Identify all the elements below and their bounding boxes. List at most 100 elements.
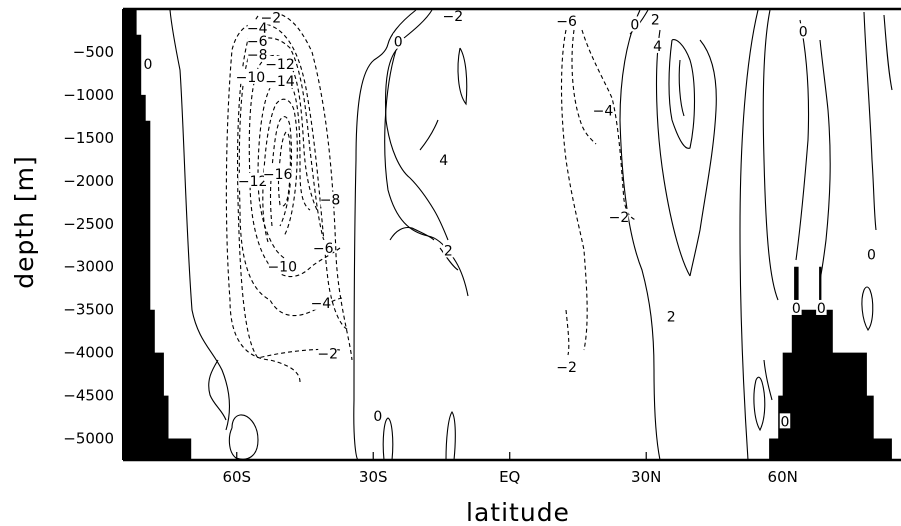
contour-label-bg [320, 191, 340, 207]
contour-line [225, 22, 351, 383]
contour-label: −14 [265, 74, 295, 90]
contour-line [763, 359, 773, 401]
contour-line [384, 49, 469, 297]
contour-label: 2 [667, 310, 676, 326]
contour-line [353, 9, 417, 460]
contour-label: −10 [267, 260, 297, 276]
contour-label: −8 [320, 193, 341, 209]
contour-label-bg [266, 55, 294, 71]
contour-label: −2 [443, 9, 464, 25]
y-tick-label: −5000 [63, 430, 114, 448]
contour-label: −6 [247, 34, 268, 50]
contour-line [619, 9, 661, 460]
contour-line [262, 98, 298, 243]
contour-label-bg [557, 13, 577, 29]
contour-line [445, 411, 456, 460]
contour-line [439, 247, 459, 271]
contour-label: 2 [444, 243, 453, 259]
contour-label-bg [142, 55, 154, 71]
x-tick-label: 30N [631, 468, 661, 486]
contour-label: 4 [439, 153, 448, 169]
contour-label: 0 [792, 301, 801, 317]
contour-label-bg [557, 359, 577, 375]
y-tick-label: −1500 [63, 129, 114, 147]
contour-label: −2 [317, 346, 338, 362]
contour-line [678, 59, 685, 117]
contour-line [560, 29, 588, 351]
contour-label-bg [372, 408, 384, 424]
contour-label: 0 [781, 414, 790, 430]
contour-label: 0 [817, 301, 826, 317]
contour-label-bg [438, 152, 450, 168]
contour-label-bg [238, 172, 267, 188]
contour-line [571, 29, 597, 145]
contour-label: 0 [394, 35, 403, 51]
contour-label: −8 [247, 48, 268, 64]
contour-label-bg [650, 11, 661, 27]
contour-label-bg [791, 299, 802, 315]
contour-label: 0 [867, 248, 876, 264]
y-tick-label: −4500 [63, 387, 114, 405]
contour-line [753, 376, 766, 432]
contour-label-bg [247, 19, 267, 35]
contour-label-bg [247, 46, 267, 62]
contour-label: −16 [263, 167, 293, 183]
contour-line [382, 417, 394, 460]
contour-label: −10 [236, 70, 266, 86]
contour-line [819, 39, 831, 281]
contour-line [169, 9, 231, 431]
contour-label-bg [593, 102, 613, 118]
land-north [769, 266, 892, 460]
contour-label: 2 [651, 12, 660, 28]
contour-line [403, 9, 433, 39]
contour-line [762, 9, 779, 301]
contour-line [269, 116, 293, 227]
contour-line [689, 39, 717, 277]
contour-label-bg [313, 239, 333, 255]
contour-label-bg [779, 413, 791, 429]
contour-line [267, 11, 353, 361]
y-axis-label: depth [m] [10, 155, 39, 289]
contour-line [457, 47, 468, 106]
y-tick-label: −500 [73, 43, 114, 61]
y-tick-label: −2000 [63, 172, 114, 190]
contour-line [208, 359, 227, 421]
contour-label-bg [816, 299, 827, 315]
contour-label-bg [443, 242, 454, 258]
contour-line [883, 14, 893, 91]
contour-line [795, 19, 810, 261]
contour-label-bg [236, 68, 265, 84]
contour-line [238, 37, 343, 317]
contour-line [248, 54, 341, 278]
contour-label: −4 [593, 103, 614, 119]
contour-label: −12 [238, 174, 268, 190]
y-tick-label: −4000 [63, 344, 114, 362]
contour-line [565, 309, 570, 356]
contour-label: −2 [609, 210, 630, 226]
contour-line [228, 414, 259, 460]
y-tick-label: −3500 [63, 301, 114, 319]
y-tick-label: −1000 [63, 86, 114, 104]
x-tick-label: 60S [222, 468, 251, 486]
contour-label-bg [393, 33, 404, 49]
land-mask [123, 9, 892, 460]
contour-label-bg [652, 37, 663, 53]
contour-label-bg [443, 7, 463, 23]
contour-label-bg [268, 258, 296, 274]
contour-line [863, 11, 877, 231]
contour-label-bg [266, 73, 294, 89]
contour-lines [169, 9, 893, 460]
contour-label-bg [318, 345, 338, 361]
land-south [123, 9, 192, 460]
contour-label: 0 [799, 24, 808, 40]
contour-labels: −2−4−6−8−12−10 −14−12−16−8−6−10−4−200−242… [142, 7, 877, 430]
contour-label-bg [629, 16, 641, 32]
x-tick-label: 60N [768, 468, 798, 486]
x-axis: 60S 30S EQ 30N 60N [222, 452, 798, 486]
x-tick-label: 30S [359, 468, 388, 486]
contour-line [668, 39, 696, 149]
contour-label: −6 [556, 14, 577, 30]
plot-frame [122, 7, 901, 462]
contour-label-bg [665, 308, 677, 324]
